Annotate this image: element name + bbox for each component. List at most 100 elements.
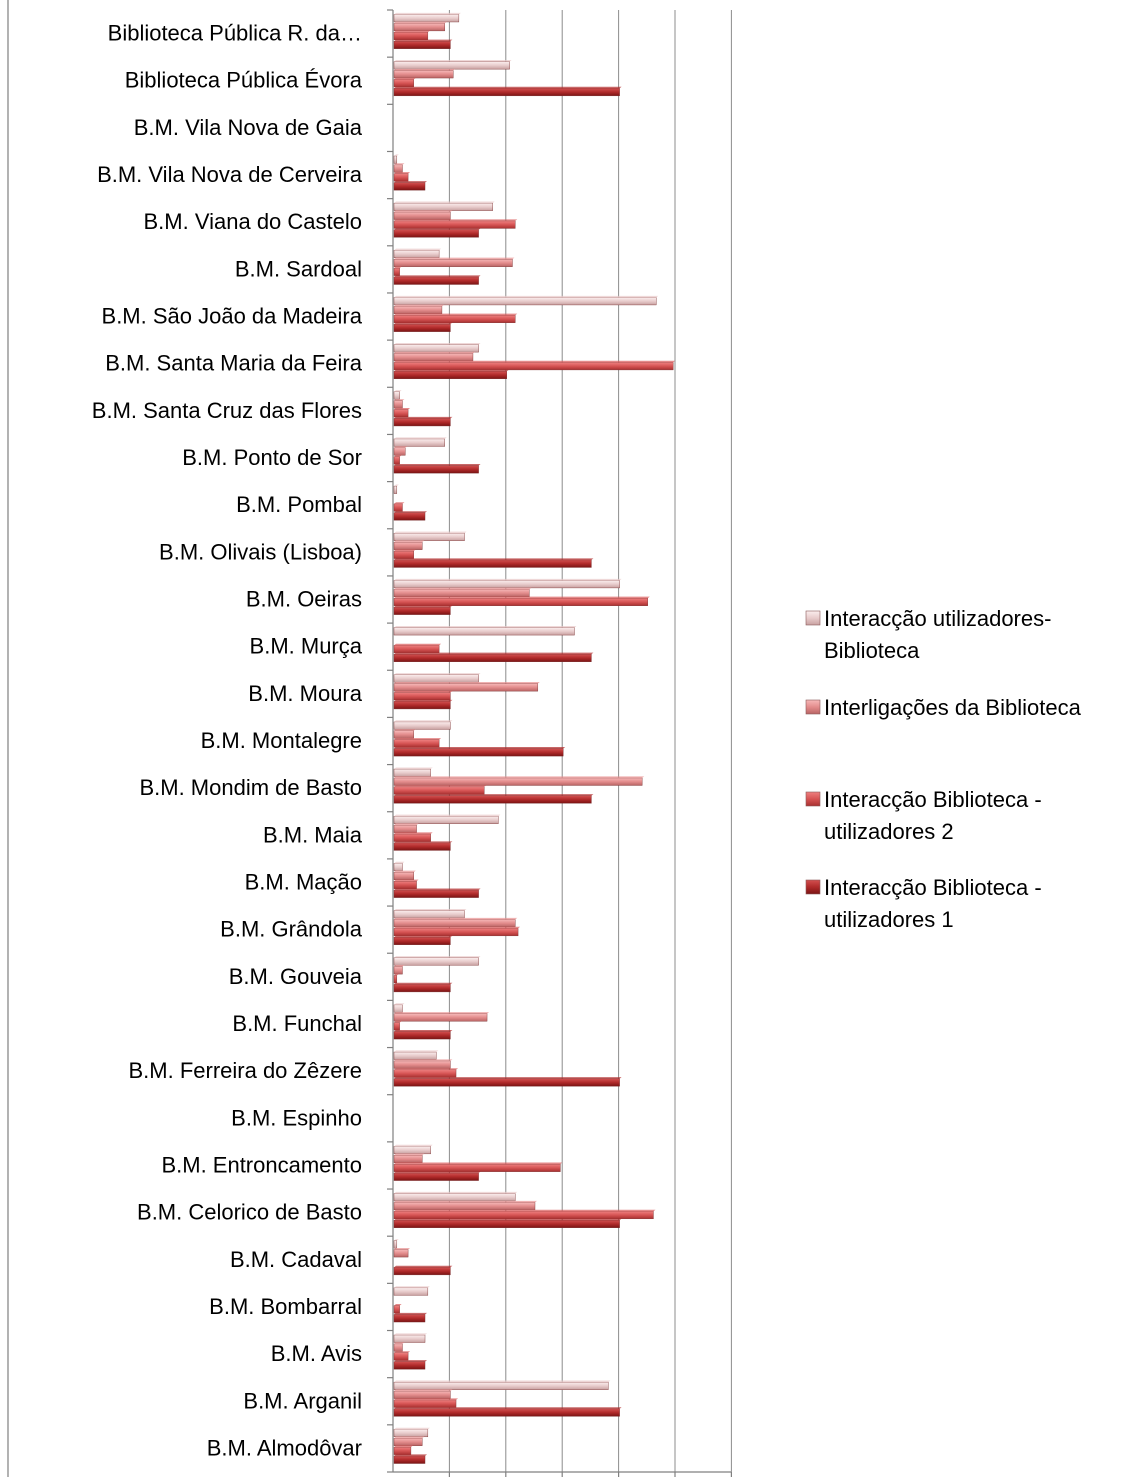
bar [393,625,577,636]
bar-top-face [394,1059,453,1061]
bar [393,776,645,786]
gridlines [387,9,733,1477]
bar [393,540,425,550]
bar [393,1003,405,1013]
bar [393,304,444,315]
bar-body [393,1069,457,1078]
bar-top-face [394,973,399,976]
bar-top-face [394,1077,622,1079]
bar-body [393,1051,437,1060]
bar [393,416,453,427]
bar-body [393,418,451,427]
bar [393,973,399,984]
bar [393,1389,453,1399]
bar [393,587,532,598]
bar [393,1144,433,1155]
bar-body [393,1211,654,1220]
bar-body [393,1193,516,1202]
bar [393,313,518,323]
bar [393,549,416,559]
bar-top-face [394,1003,405,1005]
bar-top-face [394,956,481,958]
bar-body [393,824,417,833]
bar [393,1304,402,1314]
bar-top-face [394,1407,622,1409]
bar [393,1153,425,1163]
bar-body [393,1240,398,1249]
bar-body [393,1361,426,1370]
bar [393,181,428,191]
bar [393,68,456,79]
bar-top-face [394,935,453,938]
bar-body [393,362,674,371]
category-label: Biblioteca Pública R. da… [108,21,362,46]
bar [393,841,453,851]
bar-body [393,465,479,474]
bar [393,219,518,229]
legend-swatch [805,791,821,807]
bar-body [393,1352,409,1361]
bar-body [393,627,575,636]
bar-body [393,645,440,654]
bar-body [393,1172,479,1181]
bar [393,956,481,966]
bar-top-face [394,369,509,372]
bar-top-face [394,814,501,817]
bar [393,785,487,795]
bar-top-face [394,682,540,684]
bar-body [393,1381,609,1390]
bar-top-face [394,1153,425,1156]
bar-top-face [394,295,659,298]
bar-body [393,297,657,306]
bar [393,210,453,220]
bar-body [393,409,409,418]
bar-top-face [394,210,453,213]
category-label: B.M. Grândola [220,917,363,942]
bar-top-face [394,399,405,401]
bar [393,699,453,710]
bar-body [393,701,451,710]
bar [393,437,447,447]
category-label: B.M. Arganil [243,1388,362,1413]
bar [393,257,515,267]
legend-label-line2: utilizadores 2 [824,819,954,844]
bar-body [393,371,508,380]
bar-top-face [394,587,532,590]
bar-top-face [394,12,461,15]
category-labels: Biblioteca Pública R. da… Biblioteca Públ… [92,21,363,1461]
category-label: B.M. Celorico de Basto [137,1200,362,1225]
legend-label-line2: utilizadores 1 [824,907,954,932]
bar-body [393,344,479,353]
bar-body [393,1220,620,1228]
legend-item: Interligações da Biblioteca [805,695,1082,720]
bar-body [393,1287,429,1296]
bar-top-face [394,1380,611,1383]
bar-body [393,1202,536,1211]
bar [393,201,495,211]
bar-body [393,966,403,975]
bar [393,407,411,418]
bar-top-face [394,154,399,156]
bar [393,935,453,945]
bar-body [393,485,398,494]
bar-body [393,14,460,23]
bar-body [393,70,454,79]
bar [393,690,453,701]
category-label: B.M. Maia [263,822,363,847]
bar-top-face [394,1265,453,1268]
bar [393,1050,439,1060]
bar-body [393,1438,423,1446]
category-label: B.M. Ponto de Sor [182,445,362,470]
bar-top-face [394,390,402,392]
bar-top-face [394,982,453,985]
bar-top-face [394,540,425,543]
bar-top-face [394,1445,413,1448]
bar-body [393,258,513,267]
bar [393,888,481,898]
legend-swatch [805,879,821,895]
category-label: B.M. Almodôvar [207,1435,362,1460]
bar-top-face [394,832,433,835]
bar-top-face [394,926,521,929]
bar-top-face [394,1021,402,1023]
bar-top-face [394,60,512,62]
